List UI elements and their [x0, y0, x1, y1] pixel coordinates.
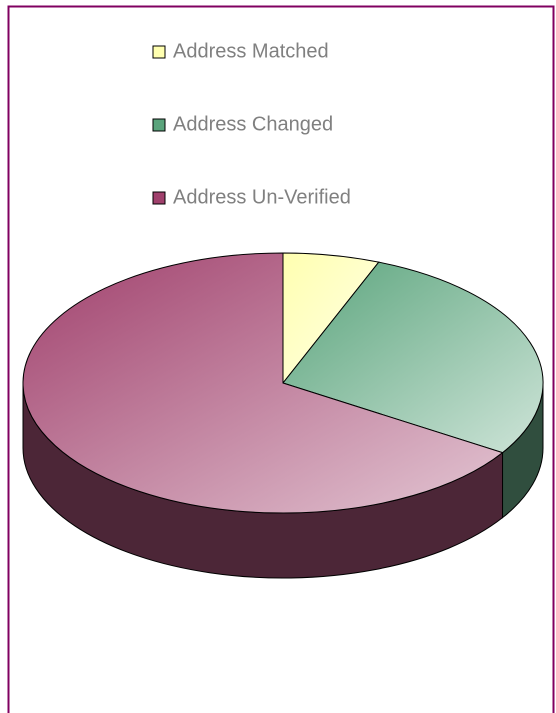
frame [7, 5, 555, 713]
legend-label: Address Un-Verified [173, 186, 351, 208]
legend-label: Address Matched [173, 40, 329, 62]
legend-swatch [152, 45, 166, 59]
legend-label: Address Changed [173, 113, 333, 135]
slice [282, 261, 544, 454]
legend-swatch [152, 118, 166, 132]
slice [22, 252, 504, 514]
legend-swatch [152, 191, 166, 205]
